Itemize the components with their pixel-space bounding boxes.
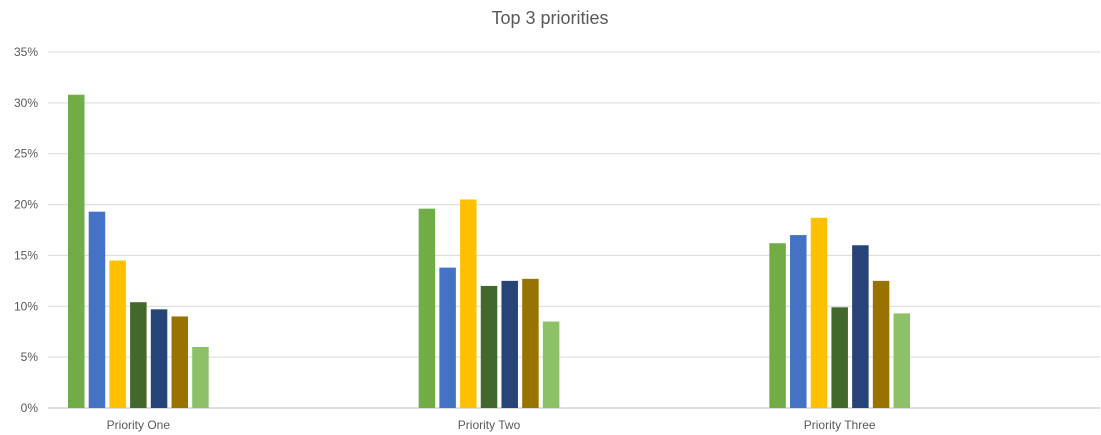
bar — [460, 199, 477, 408]
bar — [522, 278, 539, 408]
x-category-label: Priority One — [107, 418, 171, 432]
chart-title: Top 3 priorities — [491, 8, 608, 28]
x-category-label: Priority Two — [458, 418, 521, 432]
bar — [109, 260, 126, 408]
bar — [893, 313, 911, 408]
gridlines — [48, 51, 1100, 409]
bar — [68, 94, 85, 408]
bar — [480, 285, 498, 408]
y-tick-label: 0% — [21, 401, 39, 415]
bar — [171, 316, 188, 408]
y-tick-label: 30% — [14, 96, 38, 110]
bar — [418, 208, 436, 408]
bar — [501, 280, 518, 408]
y-tick-label: 20% — [14, 198, 38, 212]
bar — [130, 302, 147, 408]
x-axis-category-labels: Priority One Priority Two Priority Three — [107, 418, 876, 432]
y-axis-tick-labels: 0% 5% 10% 15% 20% 25% 30% 35% — [14, 45, 38, 415]
bar — [439, 267, 456, 408]
y-tick-label: 25% — [14, 147, 38, 161]
bar — [872, 280, 890, 408]
bar — [769, 243, 786, 408]
bars — [68, 94, 911, 408]
bar — [852, 245, 869, 408]
bar — [192, 346, 209, 408]
bar — [810, 217, 828, 408]
y-tick-label: 10% — [14, 299, 38, 313]
bar — [790, 235, 807, 408]
bar — [831, 307, 848, 408]
bar — [150, 309, 168, 408]
y-tick-label: 15% — [14, 248, 38, 262]
x-category-label: Priority Three — [804, 418, 876, 432]
bar — [88, 211, 106, 408]
bar — [542, 321, 560, 408]
y-tick-label: 35% — [14, 45, 38, 59]
y-tick-label: 5% — [21, 350, 39, 364]
